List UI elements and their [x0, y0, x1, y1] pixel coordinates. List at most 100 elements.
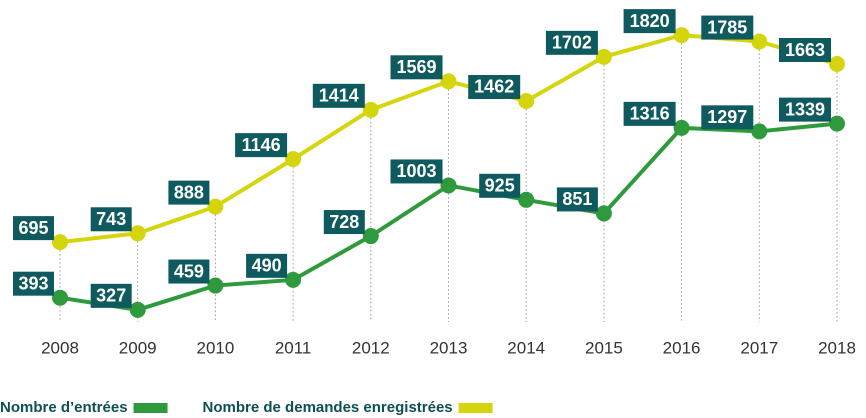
point: [207, 277, 224, 294]
value-label: 1820: [623, 9, 676, 34]
value-label: 1297: [701, 105, 754, 130]
value-label-text: 490: [252, 256, 282, 276]
value-label: 490: [246, 253, 288, 278]
value-label-box: [235, 133, 288, 158]
value-label: 1702: [545, 30, 598, 55]
legend-swatch: [458, 403, 493, 413]
value-label-box: [168, 259, 210, 284]
x-tick-label: 2014: [507, 338, 545, 357]
value-label-text: 1316: [630, 104, 670, 124]
point: [829, 115, 845, 132]
value-label-text: 695: [18, 218, 48, 238]
value-label-box: [168, 180, 210, 205]
value-label-text: 728: [329, 212, 359, 232]
value-label-text: 851: [562, 189, 592, 209]
value-label-text: 1785: [707, 17, 747, 37]
value-label: 1462: [468, 74, 521, 99]
value-label: 1663: [779, 38, 831, 63]
point: [751, 33, 768, 50]
legend-swatch: [133, 403, 168, 413]
value-label-text: 1003: [396, 161, 436, 181]
value-label: 695: [13, 216, 54, 241]
point: [129, 225, 146, 242]
value-label: 851: [556, 187, 598, 212]
value-label-text: 743: [96, 209, 126, 229]
value-label-box: [545, 30, 598, 55]
point: [518, 191, 535, 208]
point: [518, 92, 535, 109]
value-label-box: [623, 101, 676, 126]
value-label-box: [556, 187, 598, 212]
x-tick-label: 2012: [352, 338, 390, 357]
point: [673, 27, 690, 44]
point: [52, 289, 68, 306]
x-tick-label: 2011: [275, 338, 312, 357]
x-tick-label: 2018: [818, 338, 856, 357]
value-label-text: 1820: [630, 11, 670, 31]
x-tick-label: 2009: [119, 338, 157, 357]
value-label-box: [479, 173, 521, 198]
value-label-text: 1569: [396, 57, 436, 77]
point: [673, 119, 690, 136]
point: [751, 123, 768, 140]
x-tick-label: 2010: [196, 338, 234, 357]
value-label-box: [312, 83, 365, 108]
value-label: 1414: [312, 83, 365, 108]
value-label-box: [246, 253, 288, 278]
x-tick-label: 2017: [740, 338, 778, 357]
value-label-box: [468, 74, 521, 99]
value-label: 327: [90, 283, 132, 308]
x-tick-label: 2015: [585, 338, 623, 357]
value-label-text: 393: [18, 273, 48, 293]
value-label: 393: [13, 271, 54, 296]
x-tick-label: 2016: [663, 338, 701, 357]
value-label: 1003: [390, 159, 443, 184]
point: [207, 198, 224, 215]
value-label-box: [390, 55, 443, 80]
point: [362, 101, 379, 118]
x-tick-label: 2013: [430, 338, 468, 357]
value-label-text: 1297: [707, 107, 747, 127]
point: [829, 56, 845, 73]
value-label: 1146: [235, 133, 288, 158]
value-label-box: [623, 9, 676, 34]
value-label-text: 459: [174, 261, 204, 281]
value-label: 1569: [390, 55, 443, 80]
x-tick-label: 2008: [41, 338, 79, 357]
value-label-box: [90, 283, 132, 308]
value-label-box: [323, 210, 365, 235]
value-label-text: 327: [96, 286, 126, 306]
point: [362, 228, 379, 245]
value-label-text: 1339: [785, 99, 825, 119]
value-label-text: 1663: [785, 40, 825, 60]
point: [285, 151, 302, 168]
value-label-box: [701, 105, 754, 130]
value-label-text: 1702: [552, 33, 592, 53]
value-label-text: 888: [174, 182, 204, 202]
value-label-box: [779, 97, 831, 122]
value-label: 1316: [623, 101, 676, 126]
value-label: 888: [168, 180, 210, 205]
point: [129, 301, 146, 318]
point: [285, 271, 302, 288]
value-label-text: 1462: [474, 77, 514, 97]
value-label-text: 925: [485, 176, 515, 196]
point: [440, 177, 457, 194]
value-label-box: [779, 38, 831, 63]
point: [52, 234, 68, 251]
legend-label: Nombre de demandes enregistrées: [203, 399, 453, 416]
value-label: 459: [168, 259, 210, 284]
value-label: 925: [479, 173, 521, 198]
value-label: 1785: [701, 15, 754, 40]
point: [440, 73, 457, 90]
value-label-text: 1146: [242, 135, 281, 155]
value-label: 728: [323, 210, 365, 235]
point: [595, 48, 612, 65]
point: [595, 205, 612, 222]
value-label: 1339: [779, 97, 831, 122]
value-label-box: [13, 271, 54, 296]
value-label-box: [90, 207, 132, 232]
value-label-box: [701, 15, 754, 40]
value-label-text: 1414: [319, 86, 359, 106]
